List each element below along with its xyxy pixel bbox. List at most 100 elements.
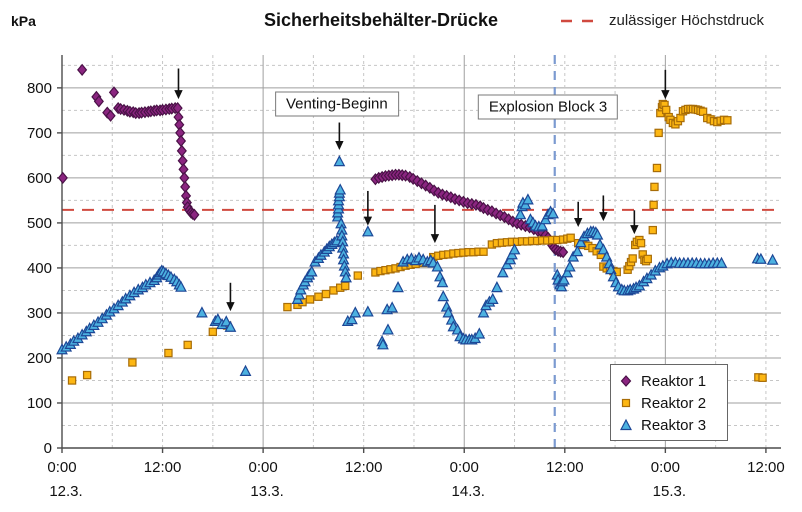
data-point [628, 254, 637, 263]
data-point [715, 256, 728, 268]
event-arrows [174, 68, 670, 312]
x-tick-date-label: 15.3. [653, 483, 686, 500]
threshold-legend-label: zulässiger Höchstdruck [609, 12, 765, 29]
data-point [305, 265, 318, 277]
x-tick-time-label: 12:00 [747, 459, 785, 476]
data-point [558, 246, 569, 259]
legend-item-reaktor-1: Reaktor 1 [619, 370, 727, 392]
data-point [431, 260, 444, 272]
annotation-venting-beginn: Venting-Beginn [274, 91, 399, 117]
data-point [479, 247, 488, 256]
data-point [361, 305, 374, 317]
data-point [723, 116, 732, 125]
series-reaktor-2 [67, 99, 767, 385]
x-tick-time-label: 0:00 [47, 459, 76, 476]
legend-item-reaktor-2: Reaktor 2 [619, 392, 727, 414]
data-point [321, 289, 331, 299]
data-point [566, 233, 575, 242]
data-point [558, 273, 570, 285]
data-point [179, 171, 190, 185]
legend-item-reaktor-3: Reaktor 3 [619, 414, 727, 436]
y-tick-label: 600 [27, 170, 52, 187]
data-point [340, 271, 352, 283]
data-point [473, 327, 486, 339]
y-tick-label: 300 [27, 305, 52, 322]
diamond-icon [620, 375, 632, 387]
data-point [648, 225, 657, 235]
data-point [522, 193, 534, 205]
data-point [571, 245, 584, 257]
data-point [57, 171, 68, 185]
data-point [591, 228, 604, 240]
x-tick-date-label: 12.3. [49, 483, 82, 500]
data-point [67, 376, 77, 385]
x-tick-time-label: 12:00 [144, 459, 182, 476]
data-point [643, 254, 652, 264]
data-point [491, 281, 503, 293]
data-point [189, 208, 200, 221]
data-point [341, 281, 350, 291]
data-point [176, 144, 187, 158]
x-tick-date-label: 13.3. [250, 483, 283, 500]
x-tick-time-label: 0:00 [249, 459, 278, 476]
y-tick-label: 400 [27, 260, 52, 277]
legend-label: Reaktor 3 [641, 416, 707, 434]
y-tick-label: 200 [27, 350, 52, 367]
series-reaktor-1 [57, 63, 569, 259]
data-point [758, 373, 767, 382]
data-point [175, 280, 187, 292]
data-point [386, 301, 399, 313]
data-point [314, 292, 323, 301]
data-point [82, 370, 92, 380]
data-point [650, 182, 659, 192]
y-tick-label: 0 [44, 440, 52, 457]
data-point [563, 260, 576, 272]
data-point [361, 225, 374, 237]
data-point [305, 295, 315, 304]
data-point [208, 327, 218, 337]
threshold-legend: zulässiger Höchstdruck [560, 12, 764, 29]
data-point [283, 302, 292, 312]
annotation-explosion-block3: Explosion Block 3 [477, 94, 619, 120]
y-axis-unit-label: kPa [11, 13, 36, 29]
x-tick-time-label: 12:00 [546, 459, 584, 476]
data-point [766, 253, 779, 265]
data-point [567, 250, 580, 262]
threshold-dash-icon [561, 19, 597, 22]
chart-title: Sicherheitsbehälter-Drücke [263, 10, 499, 30]
x-tick-time-label: 0:00 [651, 459, 680, 476]
data-point [514, 208, 527, 220]
data-point [574, 236, 587, 248]
legend-label: Reaktor 1 [641, 372, 707, 390]
data-point [346, 313, 358, 325]
series-reaktor-3 [56, 155, 779, 376]
data-point [105, 109, 116, 122]
y-tick-label: 700 [27, 125, 52, 142]
data-point [333, 155, 346, 167]
x-tick-date-label: 14.3. [452, 483, 485, 500]
data-point [220, 315, 233, 327]
data-point [175, 134, 187, 148]
data-point [353, 271, 363, 280]
data-point [334, 183, 347, 195]
data-point [442, 306, 455, 318]
series-legend: Reaktor 1 Reaktor 2 Reaktor 3 [610, 364, 728, 441]
data-point [636, 238, 646, 248]
data-point [676, 113, 685, 123]
data-point [508, 243, 521, 255]
data-point [93, 95, 104, 108]
data-point [77, 63, 88, 76]
data-point [196, 306, 208, 318]
data-point [377, 338, 389, 350]
data-point [652, 163, 662, 173]
data-point [536, 219, 549, 231]
x-tick-time-label: 0:00 [450, 459, 479, 476]
data-point [597, 243, 610, 255]
axes: 0 100 200 300 400 500 600 700 800 0:00 12.3. 12:00 0… [27, 55, 785, 500]
data-point [108, 86, 120, 99]
data-point [649, 200, 658, 210]
data-point [661, 105, 671, 115]
data-point [180, 180, 191, 194]
y-tick-label: 100 [27, 395, 52, 412]
